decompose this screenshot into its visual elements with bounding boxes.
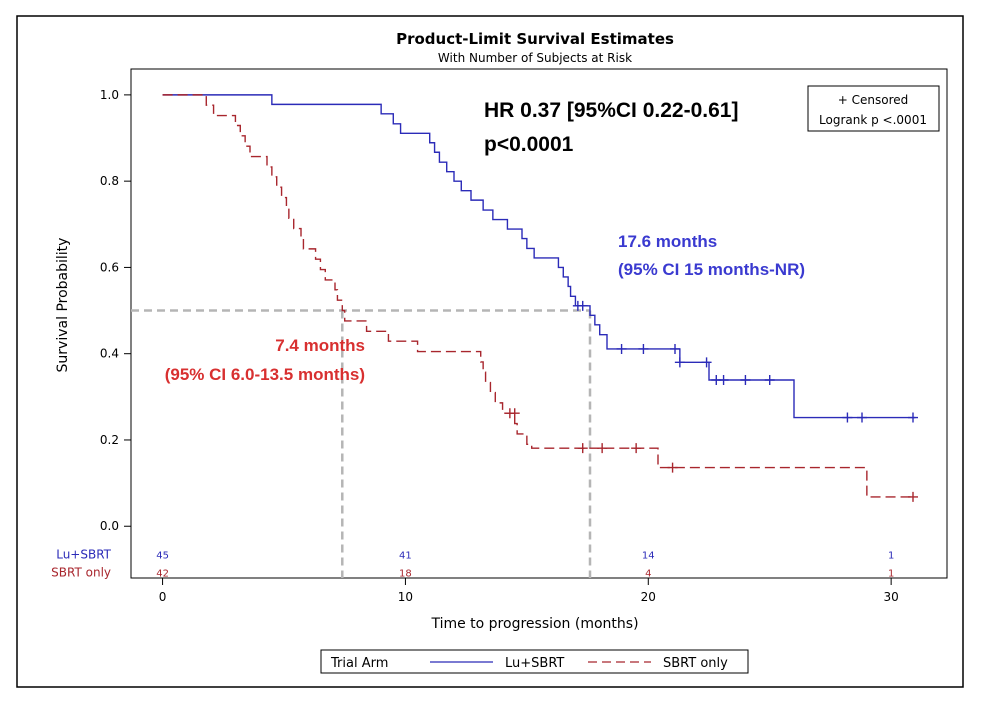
sbrt-median-label: 7.4 months	[275, 336, 365, 355]
risk-count: 42	[156, 568, 169, 579]
logrank-legend-label: Logrank p <.0001	[819, 113, 927, 127]
censor-mark	[842, 412, 853, 423]
censor-mark	[764, 375, 775, 386]
y-tick-label: 0.4	[100, 347, 119, 361]
y-axis-ticks: 0.0 0.2 0.4 0.6 0.8 1.0	[100, 88, 131, 533]
risk-count: 1	[888, 568, 894, 579]
outer-frame	[16, 15, 964, 688]
x-axis-ticks: 0 10 20 30	[159, 578, 899, 604]
censor-mark	[638, 343, 649, 354]
censor-mark	[857, 412, 867, 423]
y-tick-label: 0.8	[100, 174, 119, 188]
censored-legend-label: + Censored	[838, 93, 909, 107]
censor-mark	[740, 375, 751, 386]
censor-mark	[701, 357, 712, 368]
lu-median-ci-label: (95% CI 15 months-NR)	[618, 260, 805, 279]
risk-count: 4	[645, 568, 651, 579]
censor-mark	[577, 300, 588, 311]
survival-series	[162, 94, 918, 502]
survival-curve-lu-sbrt	[162, 94, 916, 419]
bottom-legend-box	[320, 649, 749, 674]
risk-count: 14	[642, 550, 655, 561]
censor-mark	[616, 343, 627, 354]
risk-count: 45	[156, 550, 169, 561]
censor-mark	[908, 412, 918, 423]
censor-mark	[674, 357, 685, 368]
lu-median-label: 17.6 months	[618, 232, 717, 251]
inset-legend-box	[807, 85, 940, 132]
inset-legend: + Censored Logrank p <.0001	[807, 85, 940, 132]
legend-lu-label: Lu+SBRT	[505, 656, 564, 671]
bottom-legend: Trial Arm Lu+SBRT SBRT only	[320, 649, 749, 674]
x-axis-label: Time to progression (months)	[430, 616, 638, 632]
median-reference-lines	[131, 309, 592, 578]
y-tick-label: 0.2	[100, 433, 119, 447]
risk-count: 1	[888, 550, 894, 561]
y-tick-label: 0.0	[100, 519, 119, 533]
x-tick-label: 20	[641, 590, 656, 604]
x-tick-label: 10	[398, 590, 413, 604]
legend-sbrt-label: SBRT only	[663, 656, 728, 671]
hr-annotation-line1: HR 0.37 [95%CI 0.22-0.61]	[484, 99, 738, 122]
chart-title: Product-Limit Survival Estimates	[396, 30, 674, 48]
risk-count: 41	[399, 550, 412, 561]
censor-mark	[667, 462, 678, 473]
chart-subtitle: With Number of Subjects at Risk	[438, 51, 632, 65]
censor-mark	[509, 408, 520, 419]
sbrt-median-ci-label: (95% CI 6.0-13.5 months)	[165, 365, 365, 384]
risk-count: 18	[399, 568, 412, 579]
censor-mark	[718, 375, 729, 386]
x-tick-label: 30	[884, 590, 899, 604]
plot-frame	[130, 68, 948, 579]
censor-mark	[597, 443, 608, 454]
censor-mark	[908, 491, 918, 502]
x-tick-label: 0	[159, 590, 167, 604]
censor-mark	[577, 443, 588, 454]
legend-title: Trial Arm	[330, 656, 388, 671]
censor-mark	[670, 343, 680, 354]
y-tick-label: 0.6	[100, 260, 119, 274]
y-axis-label: Survival Probability	[55, 238, 71, 373]
y-tick-label: 1.0	[100, 88, 119, 102]
censor-mark	[631, 443, 642, 454]
risk-row-label: Lu+SBRT	[56, 547, 111, 561]
risk-row-label: SBRT only	[51, 565, 111, 579]
hr-annotation-line2: p<0.0001	[484, 133, 574, 156]
